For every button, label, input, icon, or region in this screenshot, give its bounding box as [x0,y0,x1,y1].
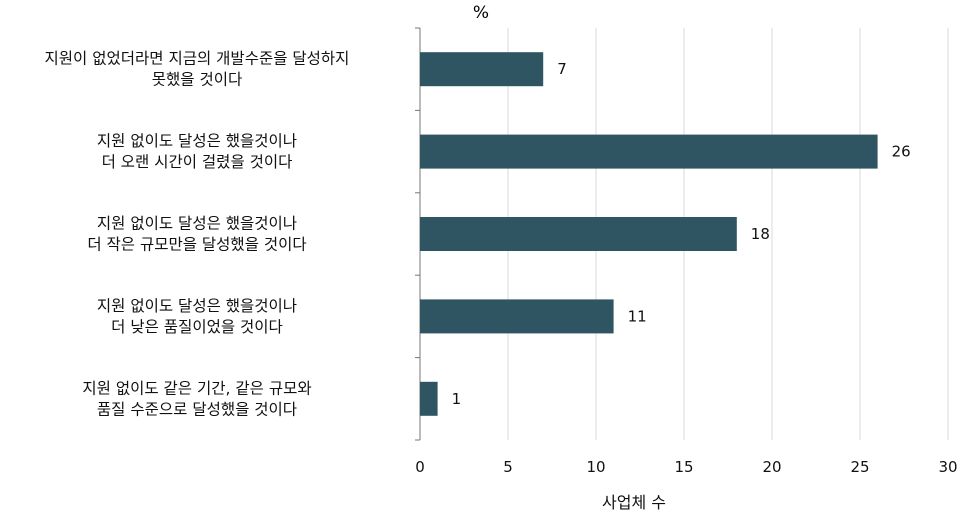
x-tick-label: 0 [415,458,425,476]
x-tick-label: 10 [586,458,605,476]
category-label-line: 지원 없이도 달성은 했을것이나 [97,132,297,150]
x-tick-label: 5 [503,458,513,476]
bars [420,52,878,416]
category-label-line: 지원 없이도 달성은 했을것이나 [97,215,297,233]
x-axis-label: 사업체 수 [602,493,666,512]
category-label-line: 더 작은 규모만을 달성했을 것이다 [87,236,306,254]
x-tick-labels: 0 5 10 15 20 25 30 [415,458,957,476]
data-label: 18 [751,225,770,243]
category-label-line: 품질 수준으로 달성했을 것이다 [97,400,297,418]
category-label-line: 지원 없이도 같은 기간, 같은 규모와 [82,379,311,397]
unit-label: % [473,3,489,23]
data-label: 7 [557,60,567,78]
data-label: 11 [628,307,647,325]
bar [420,217,737,251]
bar [420,134,878,169]
x-tick-label: 25 [850,458,869,476]
bar [420,52,544,87]
x-tick-label: 30 [938,458,957,476]
bar [420,381,438,416]
category-label-line: 더 낮은 품질이었을 것이다 [111,318,283,336]
data-label: 1 [452,390,462,408]
category-ticks [415,27,420,441]
category-label-line: 더 오랜 시간이 걸렸을 것이다 [102,153,293,171]
category-label-line: 못했을 것이다 [152,71,243,89]
category-label-line: 지원 없이도 달성은 했을것이나 [97,297,297,315]
data-label: 26 [892,143,911,161]
category-label-line: 지원이 없었더라면 지금의 개발수준을 달성하지 [45,50,350,68]
x-tick-label: 20 [762,458,781,476]
bar [420,299,614,334]
x-tick-label: 15 [674,458,693,476]
